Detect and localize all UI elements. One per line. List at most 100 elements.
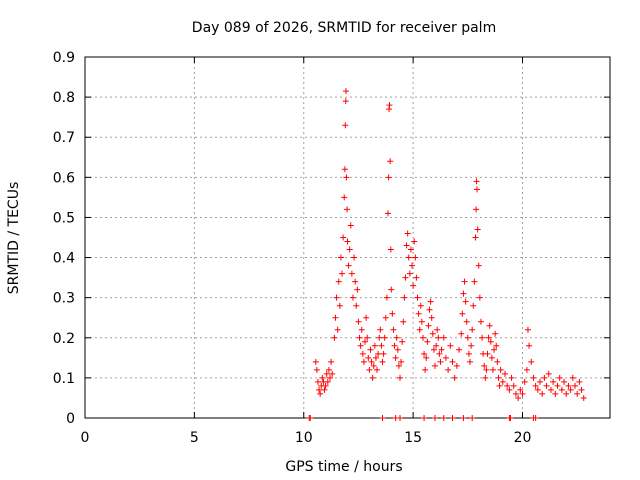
data-point (461, 278, 468, 285)
data-point (366, 366, 373, 373)
data-point (383, 294, 390, 301)
data-point (362, 338, 368, 345)
data-point (474, 186, 480, 193)
data-point (463, 318, 470, 325)
data-point (567, 386, 574, 393)
data-point (314, 378, 321, 385)
data-point (512, 390, 519, 397)
data-point (327, 374, 333, 381)
data-point (467, 358, 473, 365)
data-point (348, 270, 355, 277)
data-point (449, 415, 456, 421)
data-point (552, 390, 559, 397)
data-point (499, 378, 506, 385)
data-point (422, 366, 429, 373)
data-point (462, 298, 469, 305)
data-point (543, 382, 550, 389)
y-tick-label: 0.3 (53, 291, 75, 307)
data-point (377, 326, 384, 333)
data-point (453, 362, 460, 369)
data-point (356, 334, 363, 341)
data-point (481, 362, 488, 369)
data-point (572, 382, 578, 389)
data-point (465, 350, 472, 357)
data-point (550, 378, 557, 385)
data-point (398, 358, 405, 365)
data-point (576, 378, 583, 385)
data-point (495, 374, 502, 381)
data-point (317, 390, 324, 397)
data-point (561, 378, 568, 385)
data-point (345, 262, 352, 269)
y-tick-label: 0.6 (53, 170, 75, 186)
data-point (460, 415, 467, 421)
data-point (334, 326, 341, 333)
data-point (460, 290, 467, 297)
data-point (429, 330, 436, 337)
data-point (510, 382, 517, 389)
data-point (400, 318, 407, 325)
data-point (364, 334, 371, 341)
x-tick-label: 5 (190, 430, 199, 446)
data-point (445, 366, 452, 373)
data-point (476, 294, 483, 301)
data-point (355, 318, 362, 325)
data-point (558, 386, 565, 393)
data-point (379, 415, 386, 421)
data-point (341, 194, 348, 201)
data-point (306, 415, 313, 421)
data-point (556, 374, 563, 381)
data-point (415, 310, 422, 317)
data-point (424, 338, 431, 345)
data-point (337, 254, 344, 261)
data-point (539, 390, 546, 397)
data-point (523, 366, 530, 373)
data-point (532, 415, 539, 421)
data-point (502, 370, 508, 377)
data-point (569, 374, 576, 381)
data-point (474, 226, 481, 233)
data-point (504, 382, 511, 389)
data-point (418, 318, 425, 325)
data-point (391, 342, 398, 349)
y-tick-label: 0.8 (53, 90, 75, 106)
data-point (508, 374, 515, 381)
y-tick-label: 0.2 (53, 331, 75, 347)
data-point (363, 314, 370, 321)
data-point (399, 338, 406, 345)
data-point (312, 358, 319, 365)
data-point (413, 274, 420, 281)
data-point (397, 374, 403, 381)
data-point (464, 334, 471, 341)
data-point (344, 206, 351, 213)
data-point (492, 330, 499, 337)
data-point (329, 370, 336, 377)
data-point (469, 326, 476, 333)
data-point (323, 370, 330, 377)
data-point (417, 302, 424, 309)
data-point (517, 386, 524, 393)
data-point (389, 310, 396, 317)
data-point (493, 342, 500, 349)
data-point (347, 222, 354, 229)
data-point (491, 346, 498, 353)
data-point (381, 334, 388, 341)
data-point (388, 286, 395, 293)
data-point (526, 342, 533, 349)
data-point (473, 206, 480, 213)
data-point (358, 326, 365, 333)
data-point (359, 350, 366, 357)
data-point (407, 246, 414, 253)
data-point (554, 382, 561, 389)
data-point (340, 234, 347, 241)
data-point (521, 378, 528, 385)
data-point (394, 346, 401, 353)
data-point (524, 326, 531, 333)
data-point (365, 354, 372, 361)
data-point (484, 350, 491, 357)
data-point (387, 158, 394, 165)
data-point (376, 334, 383, 341)
data-point (483, 366, 490, 373)
data-point (325, 366, 332, 373)
